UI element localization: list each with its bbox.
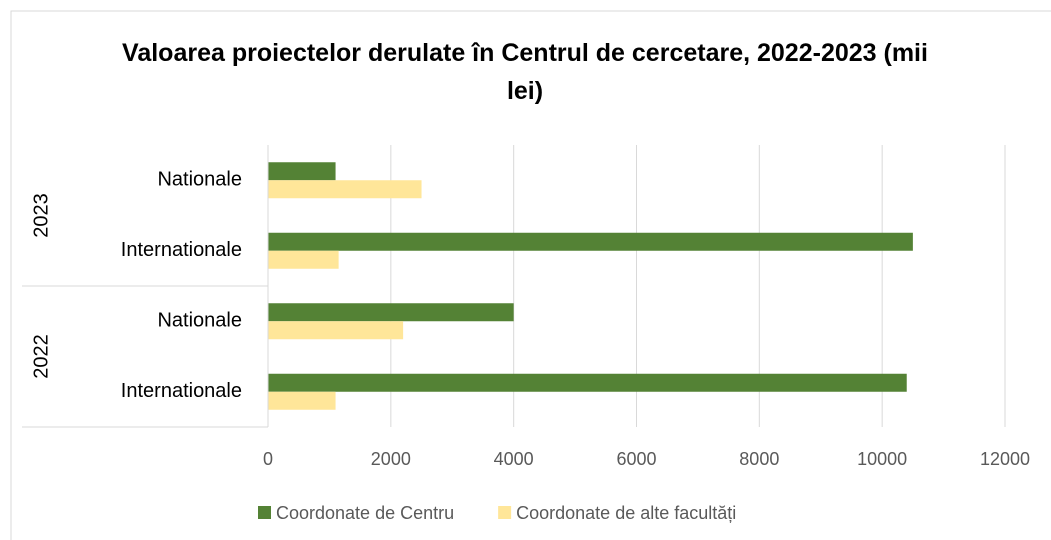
bar (268, 162, 336, 181)
legend-label: Coordonate de alte facultăți (516, 503, 736, 523)
legend-swatch (498, 506, 512, 519)
bar (268, 250, 339, 269)
x-tick-label: 12000 (980, 449, 1030, 469)
bar (268, 321, 404, 340)
chart-title: Valoarea proiectelor derulate în Centrul… (122, 39, 928, 105)
x-tick-label: 8000 (739, 449, 779, 469)
legend-swatch (258, 506, 271, 519)
y-tick-label: Internationale (121, 239, 242, 261)
bar (268, 373, 907, 392)
chart-border (10, 10, 1051, 540)
bar (268, 303, 514, 322)
y-tick-label: Nationale (157, 169, 242, 191)
bar (268, 232, 913, 251)
x-tick-label: 2000 (371, 449, 411, 469)
y-tick-label: Internationale (121, 380, 242, 402)
y-tick-label: Nationale (157, 310, 242, 332)
x-tick-label: 10000 (857, 449, 907, 469)
group-label: 2022 (30, 334, 52, 379)
bar (268, 391, 336, 410)
bar (268, 180, 422, 199)
legend-label: Coordonate de Centru (276, 503, 454, 523)
x-tick-label: 0 (263, 449, 273, 469)
x-tick-label: 4000 (494, 449, 534, 469)
group-label: 2023 (30, 193, 52, 238)
x-tick-label: 6000 (616, 449, 656, 469)
